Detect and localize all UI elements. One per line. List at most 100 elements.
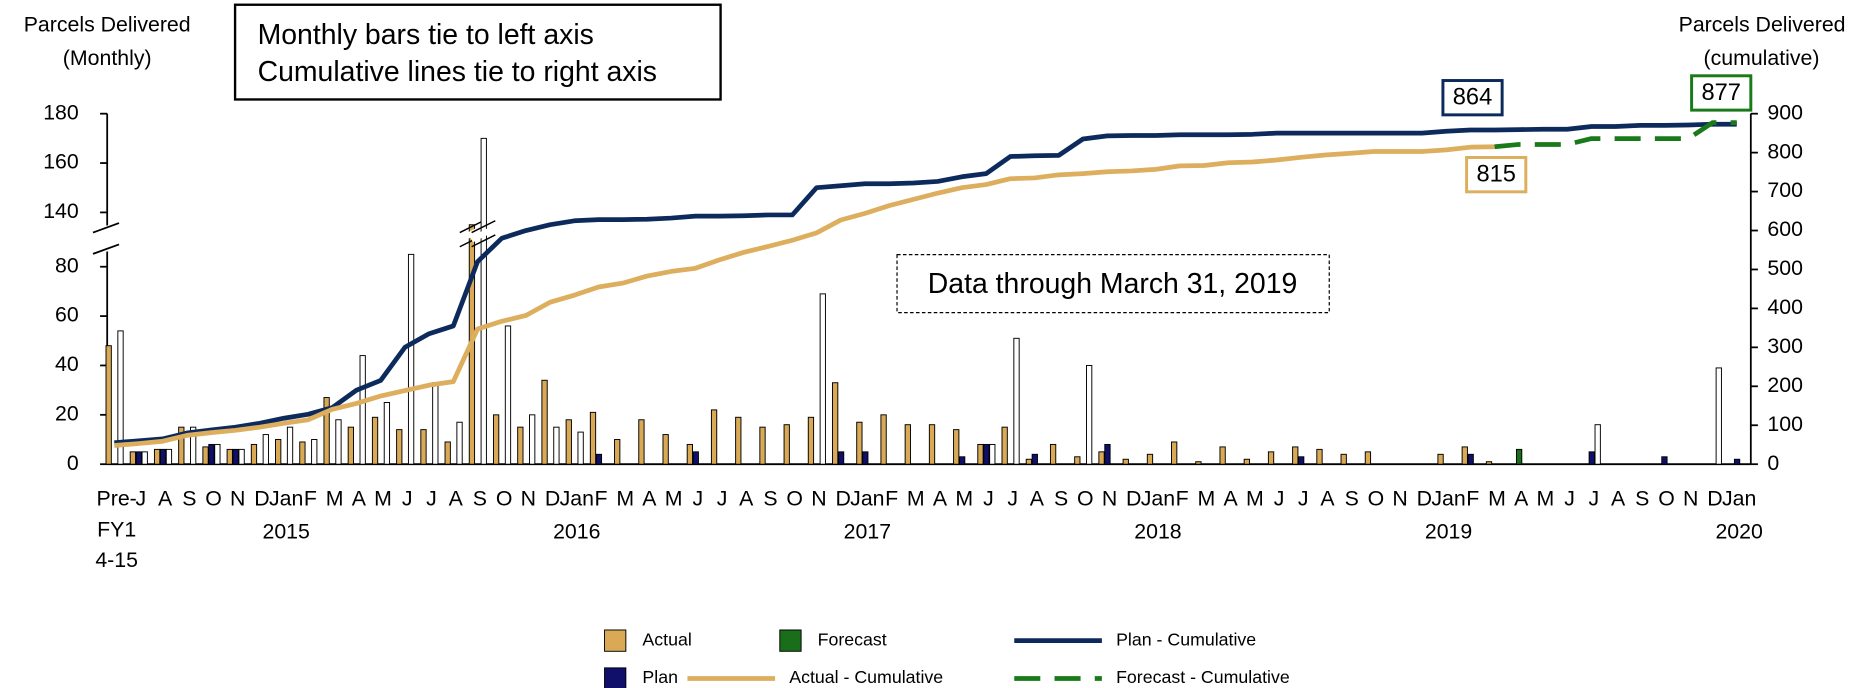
bar (856, 421, 863, 465)
x-tick-label: N (1683, 486, 1698, 510)
x-tick-label: A (158, 486, 173, 510)
x-tick-label: S (763, 486, 777, 510)
bar (735, 416, 742, 465)
y2-axis-title: Parcels Delivered (1679, 13, 1846, 37)
x-tick-label: A (739, 486, 754, 510)
bar (1588, 451, 1595, 465)
bar (989, 443, 996, 465)
bar (1594, 424, 1601, 465)
bar (250, 443, 258, 465)
annotation: 815 (1476, 162, 1516, 188)
y-tick-label: 140 (43, 199, 79, 223)
x-tick-label: D (1707, 486, 1722, 510)
bar (1298, 456, 1305, 465)
bar (1171, 441, 1178, 465)
bar (420, 429, 427, 465)
year-label: 2017 (844, 519, 891, 543)
bar (202, 446, 209, 465)
bar (710, 409, 718, 465)
bar (135, 451, 142, 465)
break-mark (470, 225, 497, 243)
bar (565, 419, 572, 465)
bar (371, 416, 379, 465)
axis-break (92, 243, 120, 255)
line-series (1494, 120, 1737, 150)
bar (1001, 426, 1008, 465)
bar (335, 419, 342, 465)
bar (862, 451, 869, 465)
bar (1461, 446, 1468, 465)
bar (880, 414, 887, 465)
y-axis-title: (Monthly) (63, 46, 152, 70)
annotation-box (1465, 156, 1528, 194)
y2-tick-label: 700 (1767, 178, 1803, 202)
bar (541, 379, 548, 465)
bar (153, 448, 161, 465)
bar (456, 421, 463, 465)
y-tick-label: 20 (55, 401, 79, 425)
bar (190, 426, 197, 465)
bar (232, 448, 239, 465)
y2-axis-title: (cumulative) (1704, 46, 1820, 70)
x-tick-label: O (496, 486, 513, 510)
y-tick-label: 60 (55, 303, 79, 327)
bar (595, 453, 603, 465)
legend-label: Forecast - Cumulative (1116, 667, 1290, 687)
x-tick-label: Pre-FY14-15 (95, 486, 138, 572)
x-tick-label: Jan (850, 486, 884, 510)
x-tick-label: Jan (269, 486, 303, 510)
y-tick-label: 0 (67, 451, 79, 475)
bar (275, 439, 282, 465)
x-tick-label: F (1466, 486, 1479, 510)
x-tick-label: M (1488, 486, 1506, 510)
x-tick-label: M (1246, 486, 1264, 510)
bar (444, 441, 451, 465)
break-mark (459, 220, 484, 234)
x-tick-label: N (521, 486, 536, 510)
bar (662, 434, 669, 465)
bar (1122, 458, 1129, 465)
bar (1074, 456, 1081, 465)
bar (1146, 453, 1154, 465)
bar (1316, 448, 1323, 465)
note-box (896, 254, 1330, 314)
bar (383, 402, 391, 465)
legend-label: Actual (642, 629, 691, 649)
bar (129, 451, 137, 465)
bar (783, 424, 790, 465)
x-tick-label: J (136, 486, 147, 510)
bar (226, 448, 233, 465)
legend-swatch (604, 629, 627, 652)
bar (614, 439, 621, 465)
x-tick-label: M (907, 486, 925, 510)
bar (692, 451, 699, 465)
bar (1733, 458, 1741, 465)
bar (977, 443, 984, 465)
x-tick-label: J (1007, 486, 1018, 510)
bar (1025, 458, 1033, 465)
bar (638, 419, 645, 465)
bar (117, 330, 124, 465)
x-tick-label: O (1658, 486, 1675, 510)
bar (1437, 453, 1444, 465)
x-tick-label: N (1392, 486, 1407, 510)
bar (928, 424, 936, 465)
x-tick-label-box: Pre-FY14-15 (95, 486, 138, 572)
bar (1013, 337, 1020, 465)
bar (432, 382, 439, 465)
bar (311, 439, 318, 465)
bar (686, 443, 693, 465)
legend-label: Actual - Cumulative (789, 667, 943, 687)
x-tick-label: M (326, 486, 344, 510)
year-label: 2015 (262, 519, 309, 543)
legend-label: Plan (642, 667, 678, 687)
bar (1661, 456, 1668, 465)
x-tick-label: O (786, 486, 803, 510)
bar (480, 137, 487, 465)
bar (759, 426, 766, 465)
y2-tick-label: 500 (1767, 256, 1803, 280)
x-tick-label: A (1223, 486, 1238, 510)
x-tick-label: A (352, 486, 367, 510)
x-tick-label: A (449, 486, 464, 510)
x-tick-label: F (594, 486, 607, 510)
